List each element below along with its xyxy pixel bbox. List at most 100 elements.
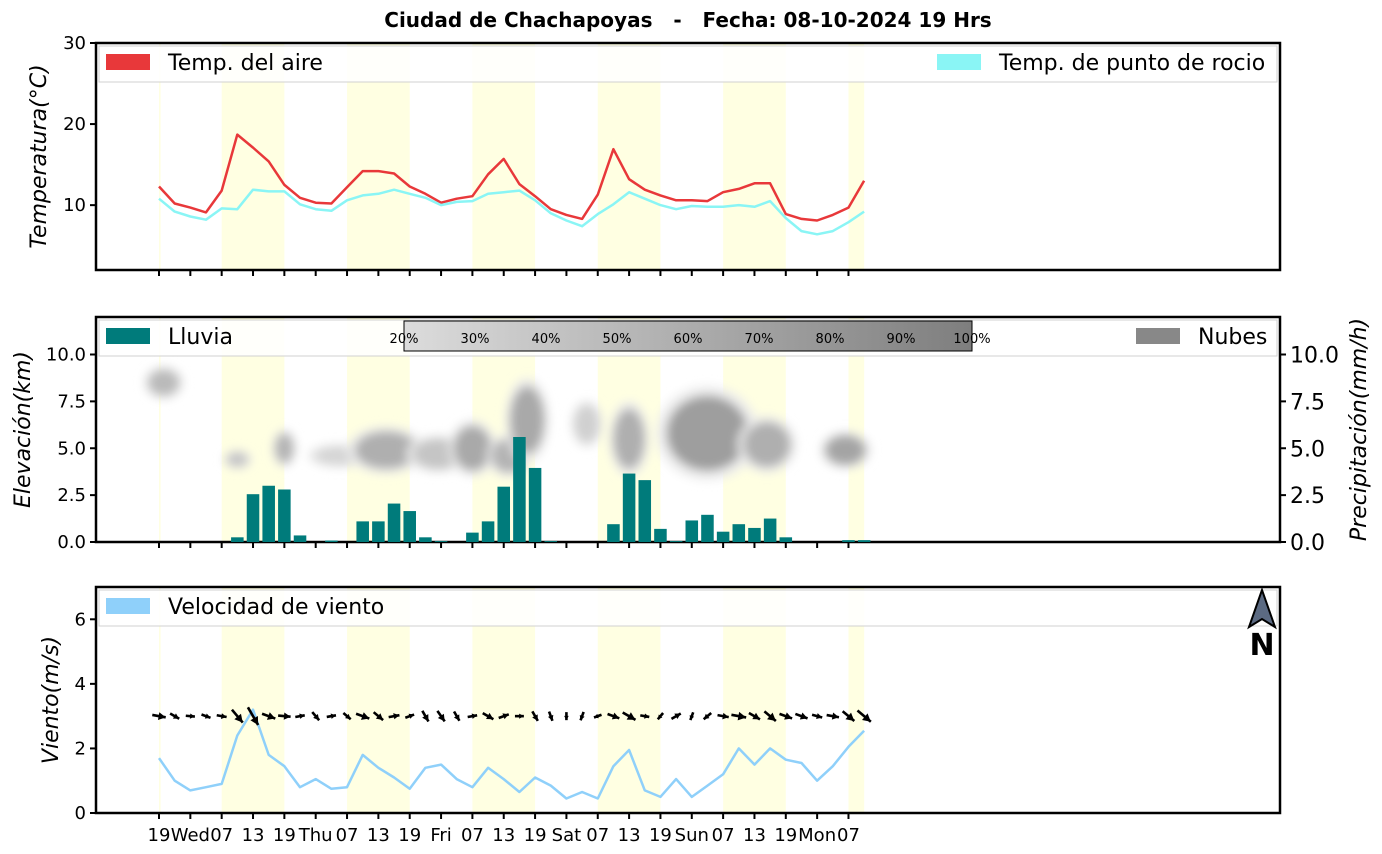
arrow-head [657,714,663,720]
plot-frame [94,585,1282,815]
rain-bar [419,537,432,542]
rain-bar [497,486,511,542]
rain-bar [701,514,714,542]
wind-direction-arrow [467,713,478,719]
x-tick-label: 13 [618,825,641,846]
cloud-scale-bar [403,320,973,352]
y-tick-label: 4 [75,674,86,695]
arrow-head [593,713,599,719]
wind-direction-arrow [342,712,352,721]
cloud-scale-label: 100% [953,332,990,347]
x-tick-label: Fri [430,825,451,846]
y-axis-label-right: Precipitación(mm/h) [1347,318,1372,541]
cloud [574,405,600,443]
arrow-head [313,713,320,721]
wind-direction-arrow [152,712,166,720]
legend [98,45,1278,83]
arrow-head [611,712,620,720]
wind-direction-arrow [185,713,196,719]
rain-bar [403,511,416,542]
wind-panel: 19 Wed 07 13 19 Thu 07 13 19 Fri 07 13 19 Sat 07 13 19 Su… [39,585,1282,846]
arrow-head [283,712,291,720]
x-tick-label: 13 [242,825,265,846]
y-tick-label: 2.5 [57,485,86,506]
arrow-head [299,713,305,719]
north-arrow-icon: N [1247,586,1277,663]
cloud [666,395,749,471]
cloud [743,422,791,467]
arrow-head [422,714,429,722]
arrow-head [250,715,259,725]
rain-bar [716,531,730,542]
cloud-scale-label: 90% [887,332,916,347]
rain-bar [842,540,855,542]
x-tick-label: 07 [210,825,233,846]
cloud-scale-label: 70% [745,332,774,347]
arrow-head [437,713,445,722]
cloud-scale-label: 50% [603,332,632,347]
wind-direction-arrow [689,711,695,721]
arrow-head [752,712,760,720]
y-tick-label: 10.0 [46,345,86,366]
cloud [226,452,249,467]
wind-direction-arrow [326,713,337,719]
north-label: N [1249,628,1274,663]
y-axis-label: Temperatura(°C) [27,64,52,248]
y-tick-label: 6 [75,609,86,630]
rain-bar [434,541,448,542]
daylight-band [159,43,161,270]
wind-direction-arrow [278,712,291,720]
wind-direction-arrow [579,711,585,721]
y-tick-label-right: 0.0 [1290,531,1325,556]
rain-bar [481,521,495,542]
wind-direction-arrow [564,712,569,721]
daylight-band [848,317,865,542]
arrow-head [204,713,211,719]
rain-bar [231,537,244,542]
legend-air-temp-label: Temp. del aire [167,51,323,76]
rain-bar [732,524,746,542]
cloud [453,425,492,471]
cloud-layer [144,366,871,481]
wind-direction-arrow [404,713,415,719]
legend-air-temp-swatch [106,54,150,70]
rain-bar [638,480,652,542]
x-tick-label: Sat [552,825,582,846]
arrow-head [689,715,695,721]
arrow-head [626,712,636,720]
rain-bar [654,528,667,542]
rain-bar [325,540,338,542]
x-tick-label: 19 [148,825,171,846]
rain-bar [622,473,636,542]
wind-direction-arrow [421,710,430,723]
cloud-scale-label: 60% [674,332,703,347]
cloud-scale-label: 40% [532,332,561,347]
arrow-head [799,712,808,720]
arrow-head [816,713,823,719]
y-tick-label: 0 [75,803,86,824]
cloud [613,408,645,469]
y-axis-label: Elevación(km) [11,351,36,508]
rain-bar [466,532,479,542]
x-tick-label: Wed [171,825,210,846]
arrow-head [532,714,538,721]
x-tick-label: 19 [774,825,797,846]
series-air-temperature [158,133,866,222]
legend [98,589,1278,627]
wind-direction-arrow [670,712,682,720]
wind-direction-arrow [640,713,650,719]
y-tick-label-right: 5.0 [1290,437,1325,462]
rain-bar [763,518,777,542]
rain-bar [293,535,307,542]
x-tick-label: 07 [586,825,609,846]
wind-direction-arrow [230,708,244,724]
daylight-band [159,317,161,542]
wind-direction-arrow [311,711,321,722]
wind-direction-arrow [656,712,665,721]
rain-bar [278,489,291,542]
wind-direction-arrow [779,712,793,720]
wind-direction-arrow [216,713,227,719]
wind-direction-arrow [201,713,211,720]
arrow-head [548,714,554,721]
